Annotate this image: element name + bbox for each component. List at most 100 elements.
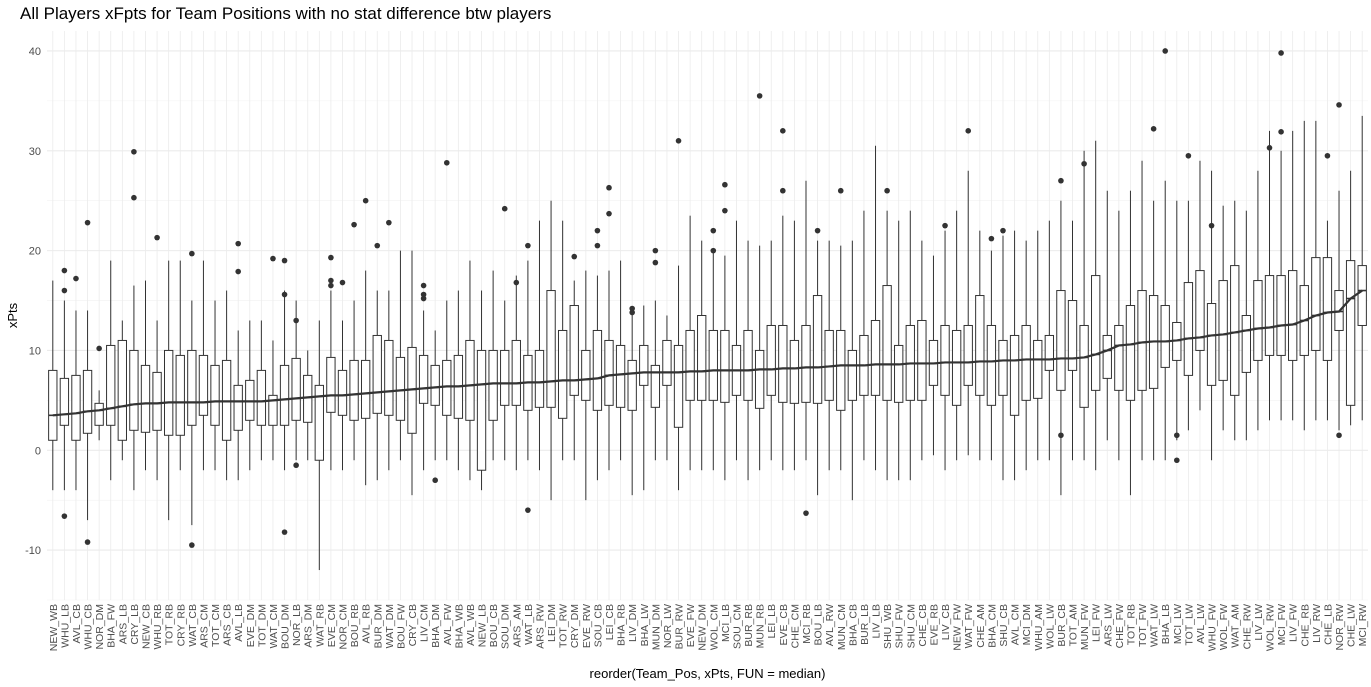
box-NEW_FW [951,329,962,406]
outlier-point [525,507,531,513]
box-MUN_RB [754,349,765,409]
box-CHE_LW [1345,260,1356,406]
box-LIV_LW [1253,280,1263,361]
x-tick-label: WAT_CM [268,604,280,648]
box-WOL_RW [1264,275,1275,356]
outlier-point [443,159,450,166]
box-MCI_RW [1357,265,1367,326]
box-TOT_AM [1067,300,1078,371]
outlier-point [1278,50,1284,56]
x-tick-label: BHA_CB [847,604,859,646]
x-tick-label: MUN_DM [650,604,662,650]
box-NEW_CB [140,364,151,433]
x-tick-label: EVE_CB [778,604,790,645]
box-SOU_DM [500,349,510,406]
x-tick-label: EVE_FW [685,604,697,647]
x-tick-label: MCI_RB [801,604,813,644]
x-tick-label: WAT_RB [314,604,326,647]
outlier-point [629,309,635,316]
outlier-point [339,279,346,286]
x-tick-label: CHE_CB [917,604,929,647]
box-TOT_RB [1125,305,1136,401]
outlier-point [73,275,79,282]
x-tick-label: AVL_FW [442,604,454,645]
x-tick-label: MCI_LB [720,604,732,642]
x-tick-label: LIV_LW [1253,604,1265,641]
box-BHA_LB [1160,305,1170,368]
outlier-point [281,257,288,264]
x-tick-label: LIV_FW [1288,604,1300,642]
outlier-point [525,242,531,249]
outlier-point [837,187,844,194]
x-tick-label: WHU_CB [83,604,95,650]
x-tick-label: WAT_FW [963,604,975,648]
x-tick-label: BUR_LB [859,604,871,645]
x-tick-label: LEI_LB [766,604,778,638]
outlier-point [362,197,369,204]
box-WOL_LW [1044,334,1055,371]
outlier-point [293,462,299,469]
outlier-point [235,240,241,247]
x-tick-label: MUN_CM [836,604,848,650]
x-tick-label: WOL_FW [1218,604,1230,650]
x-tick-label: LIV_DM [627,604,639,642]
box-CHE_FW [1114,324,1124,391]
box-AVL_LB [233,384,243,431]
box-NEW_LB [476,349,487,471]
outlier-point [189,542,195,548]
x-tick-label: CHE_AM [975,604,987,648]
box-EVE_FW [685,329,695,401]
box-WHU_FW [1206,303,1217,386]
x-tick-label: CHE_RB [1299,604,1311,647]
x-tick-label: NOR_LW [662,604,674,648]
x-tick-label: AVL_LW [1195,604,1207,644]
box-SHU_FW [894,344,904,403]
box-BOU_RB [349,359,359,421]
x-tick-label: ARS_RW [534,604,546,649]
box-BUR_RB [743,329,753,401]
outlier-point [131,194,137,201]
x-tick-label: SOU_DM [500,604,512,649]
x-tick-label: LIV_LB [871,604,883,638]
outlier-point [803,510,809,516]
box-ARS_LB [117,339,127,441]
x-tick-label: BHA_DM [430,604,442,648]
box-EVE_CB [778,324,788,403]
x-tick-label: NOR_RW [1334,604,1346,651]
x-tick-label: MCI_FW [1276,604,1288,646]
box-TOT_FW [1137,290,1147,391]
box-ARS_LW [1102,334,1112,379]
outlier-point [1174,457,1180,464]
x-tick-label: NEW_FW [952,604,964,651]
box-WHU_CB [82,369,93,434]
box-CRY_RB [175,354,185,436]
x-tick-label: LEI_DM [546,604,558,642]
x-tick-label: ARS_DM [303,604,315,648]
x-tick-label: MUN_RB [755,604,767,648]
outlier-point [710,247,717,254]
box-BOU_DM [279,364,290,426]
box-TOT_RB [163,349,174,436]
box-CHE_AM [975,295,985,396]
x-tick-label: WAT_DM [384,604,396,648]
outlier-point [270,255,276,262]
outlier-point [814,227,821,234]
x-tick-label: EVE_RB [928,604,940,645]
x-tick-label: BOU_DM [280,604,292,649]
x-tick-label: TOT_RW [558,604,570,648]
x-tick-label: LIV_CB [940,604,952,640]
x-tick-label: BUR_CB [1056,604,1068,647]
x-tick-label: TOT_AM [1068,604,1080,646]
x-tick-label: WOL_RW [1265,604,1277,651]
outlier-point [756,93,763,99]
outlier-point [652,247,659,254]
box-SHU_WB [882,285,892,401]
x-tick-label: WOL_CM [708,604,720,650]
x-tick-label: NOR_LB [291,604,303,646]
box-ARS_AM [511,339,521,406]
box-LEI_CB [604,339,614,406]
outlier-point [328,282,334,289]
box-BHA_FW [106,344,116,426]
x-tick-label: NOR_CM [337,604,349,650]
x-tick-label: EVE_RW [581,604,593,648]
